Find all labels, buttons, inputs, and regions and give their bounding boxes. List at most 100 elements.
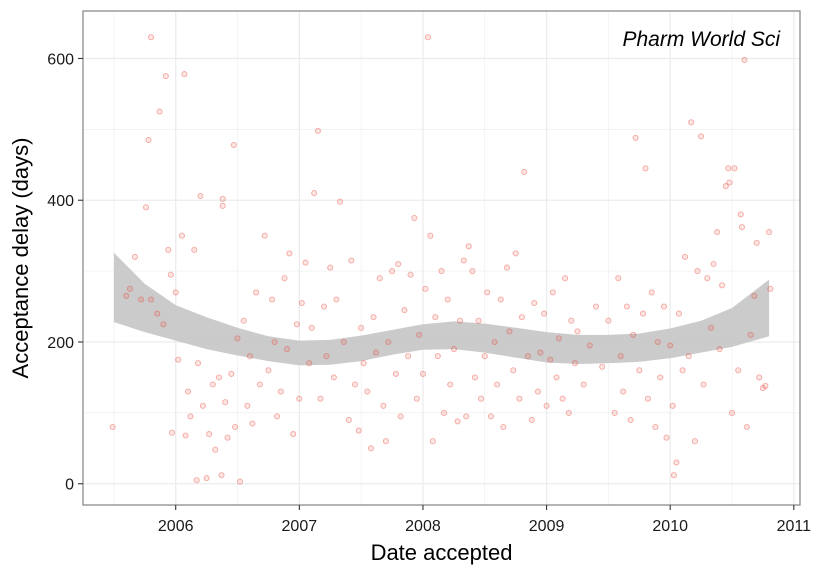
data-point [766,229,773,236]
data-point [382,438,389,445]
data-point [497,296,504,303]
data-point [636,367,643,374]
data-point [562,275,569,282]
data-point [627,416,634,423]
data-point [265,367,272,374]
data-point [281,275,288,282]
data-point [306,360,313,367]
data-point [444,296,451,303]
data-point [407,271,414,278]
data-point [751,292,758,299]
data-point [460,257,467,264]
data-point [162,73,169,80]
data-point [175,356,182,363]
data-point [541,310,548,317]
data-point [392,370,399,377]
data-point [427,232,434,239]
confidence-band [113,252,770,366]
data-point [568,317,575,324]
data-point [345,416,352,423]
data-point [333,296,340,303]
data-point [639,310,647,317]
data-point [293,321,300,328]
data-point [228,370,235,377]
data-point [367,445,375,452]
data-point [131,253,138,260]
data-point [555,335,562,342]
data-point [698,133,705,140]
data-point [454,418,461,425]
data-point [438,268,445,275]
data-point [364,388,371,395]
data-point [660,303,668,310]
x-tick-label: 2008 [405,518,441,535]
data-point [620,388,627,395]
data-point [456,317,464,324]
data-point [440,409,448,416]
data-point [219,202,226,209]
data-point [290,431,297,438]
data-point [487,413,494,420]
data-point [269,296,276,303]
data-point [123,292,130,299]
data-point [447,381,454,388]
data-point [534,388,541,395]
data-point [274,413,281,420]
data-point [500,423,507,431]
data-point [385,338,392,346]
data-point [512,250,519,257]
data-point [547,356,554,363]
y-tick-label: 400 [47,193,74,210]
data-point [657,374,664,381]
data-point [308,324,315,331]
data-point [491,338,498,346]
data-point [355,427,362,434]
data-point [422,285,429,292]
data-point [160,321,167,328]
data-point [181,71,188,78]
data-point [337,198,344,205]
data-point [735,367,742,374]
data-point [236,478,244,485]
data-point [759,385,766,392]
data-point [599,363,606,370]
data-point [673,459,680,466]
data-point [298,299,305,307]
data-point [617,353,624,360]
x-tick-label: 2011 [777,518,812,535]
data-point [317,395,324,402]
data-point [424,34,431,41]
data-point [185,388,192,395]
data-point [348,257,355,264]
data-point [743,423,750,431]
data-point [165,246,172,253]
data-point [506,328,513,335]
data-point [642,165,649,172]
data-point [182,432,189,439]
data-point [549,289,556,296]
data-point [648,289,655,296]
data-point [142,204,150,211]
data-point [694,268,701,275]
data-point [450,346,457,353]
data-point [704,275,711,282]
data-point [215,374,223,381]
data-point [738,224,745,231]
data-point [710,260,717,268]
data-point [654,338,661,346]
data-point [434,353,441,360]
x-axis-title: Date accepted [371,540,513,565]
data-point [725,165,732,172]
data-point [147,34,155,41]
data-point [722,183,729,190]
data-point [463,413,470,420]
data-point [178,232,185,239]
data-point [580,381,587,388]
data-point [753,239,760,246]
data-point [154,310,161,317]
data-point [679,367,686,374]
data-point [571,360,579,367]
data-point [296,395,303,402]
data-point [707,324,715,331]
data-point [762,382,769,389]
